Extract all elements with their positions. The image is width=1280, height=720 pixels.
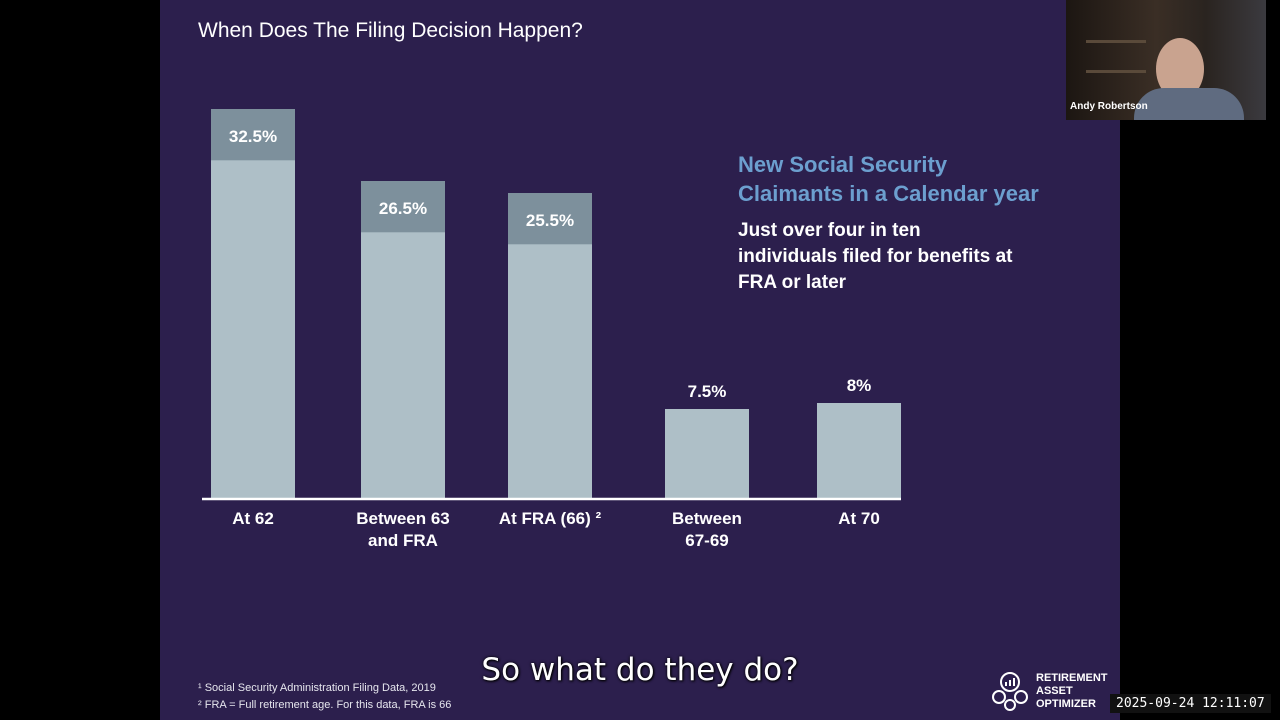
data-label: 7.5%: [688, 382, 727, 401]
participant-shirt: [1134, 88, 1244, 120]
footnote-2: ² FRA = Full retirement age. For this da…: [198, 699, 452, 711]
x-tick-label: At 70: [838, 509, 880, 528]
logo-line3: OPTIMIZER: [1036, 697, 1096, 710]
x-tick-label: Between: [672, 509, 742, 528]
bar: [361, 181, 445, 499]
logo-line1: RETIREMENT: [1036, 671, 1108, 684]
data-label: 8%: [847, 376, 872, 395]
x-tick-label: At FRA (66) ²: [499, 509, 602, 528]
side-heading: New Social Security Claimants in a Calen…: [738, 150, 1039, 208]
x-tick-label: Between 63: [356, 509, 450, 528]
bar-top-segment: [361, 181, 445, 233]
company-logo: RETIREMENT ASSET OPTIMIZER: [990, 670, 1108, 712]
x-tick-label: 67-69: [685, 531, 728, 550]
bar: [817, 403, 901, 499]
data-label: 26.5%: [379, 199, 427, 218]
slide-title: When Does The Filing Decision Happen?: [198, 19, 583, 42]
footnote-1: ¹ Social Security Administration Filing …: [198, 682, 436, 694]
data-label: 25.5%: [526, 211, 574, 230]
gears-icon: [992, 672, 1028, 711]
side-heading-line1: New Social Security: [738, 152, 948, 177]
bar: [665, 409, 749, 499]
logo-line2: ASSET: [1036, 684, 1073, 697]
presentation-slide: When Does The Filing Decision Happen? 32…: [160, 0, 1120, 720]
x-tick-label: At 62: [232, 509, 274, 528]
bar-top-segment: [211, 109, 295, 161]
x-tick-label: and FRA: [368, 531, 438, 550]
participant-video-tile[interactable]: Andy Robertson: [1066, 0, 1266, 120]
subtitle-caption: So what do they do?: [481, 652, 799, 688]
data-label: 32.5%: [229, 127, 277, 146]
bar-top-segment: [508, 193, 592, 245]
participant-name: Andy Robertson: [1070, 101, 1148, 112]
side-heading-line2: Claimants in a Calendar year: [738, 181, 1039, 206]
bar-chart: 32.5% At 62 26.5% Between 63 and FRA 25.5% At …: [202, 109, 901, 550]
side-body-text: Just over four in ten individuals filed …: [738, 220, 1013, 293]
timestamp: 2025-09-24 12:11:07: [1110, 694, 1271, 713]
bar: [211, 109, 295, 499]
